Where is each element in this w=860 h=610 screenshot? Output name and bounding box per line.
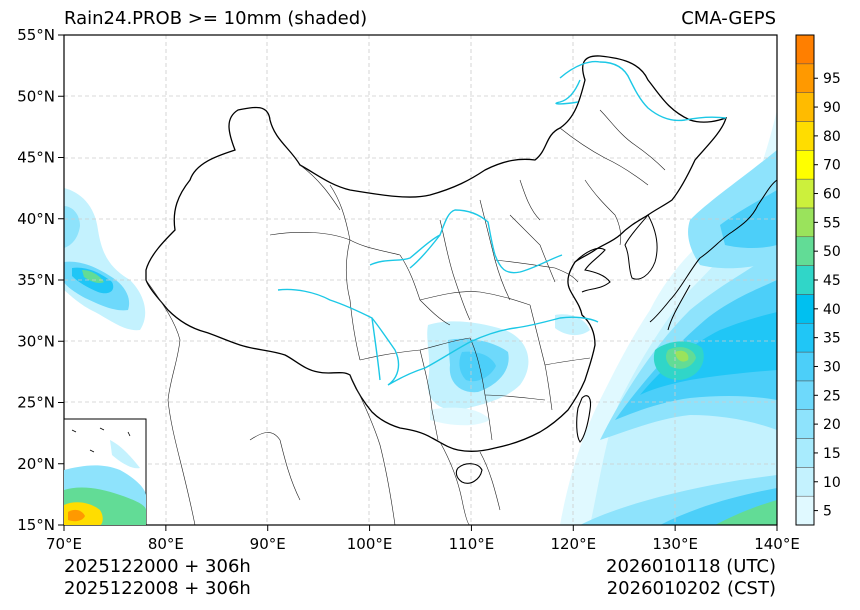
lat-tick-label: 50°N <box>17 87 55 105</box>
colorbar-swatch <box>795 207 815 238</box>
rivers <box>277 60 727 386</box>
taiwan-island <box>576 395 592 443</box>
lat-tick-label: 35°N <box>17 271 55 289</box>
colorbar-label: 95 <box>823 71 841 87</box>
colorbar-label: 90 <box>823 100 841 116</box>
colorbar-frame <box>795 34 815 526</box>
lat-tick-label: 25°N <box>17 394 55 412</box>
lon-tick-label: 110°E <box>449 535 495 553</box>
colorbar-label: 15 <box>823 446 841 462</box>
colorbar-swatch <box>795 150 815 180</box>
lat-tick-label: 55°N <box>17 26 55 44</box>
colorbar-swatch <box>795 322 815 353</box>
colorbar-swatch <box>795 63 815 93</box>
colorbar-swatch <box>795 409 815 439</box>
colorbar-label: 30 <box>823 359 841 375</box>
coastline <box>574 247 611 293</box>
lon-tick-label: 70°E <box>46 535 82 553</box>
hainan-island <box>455 463 483 484</box>
colorbar-swatch <box>795 236 815 266</box>
colorbar-label: 45 <box>823 273 841 289</box>
longitude-axis: 70°E 80°E 90°E 100°E 110°E 120°E 130°E 140°E <box>46 525 800 553</box>
valid-time-cst: 2026010202 (CST) <box>606 578 776 599</box>
colorbar-swatch <box>795 34 815 65</box>
colorbar-label: 10 <box>823 475 841 491</box>
colorbar-label: 55 <box>823 215 841 231</box>
colorbar-label: 70 <box>823 158 841 174</box>
model-name: CMA-GEPS <box>681 8 776 29</box>
init-time-cst: 2025122008 + 306h <box>64 578 251 599</box>
lat-tick-label: 40°N <box>17 210 55 228</box>
colorbar-swatch <box>795 294 815 324</box>
inset-map <box>63 418 147 526</box>
lon-tick-label: 80°E <box>148 535 184 553</box>
colorbar-swatch <box>795 495 815 526</box>
lon-tick-label: 120°E <box>550 535 596 553</box>
colorbar-swatch <box>795 265 815 295</box>
chart-title: Rain24.PROB >= 10mm (shaded) <box>64 8 368 29</box>
colorbar-swatch <box>795 380 815 410</box>
lon-tick-label: 90°E <box>250 535 286 553</box>
colorbar-swatch <box>795 351 815 382</box>
korea-outline <box>624 214 658 280</box>
lon-tick-label: 140°E <box>754 535 800 553</box>
lat-tick-label: 20°N <box>17 455 55 473</box>
colorbar-label: 20 <box>823 417 841 433</box>
colorbar-label: 25 <box>823 388 841 404</box>
colorbar-label: 80 <box>823 129 841 145</box>
colorbar-label: 35 <box>823 331 841 347</box>
lat-tick-label: 30°N <box>17 332 55 350</box>
colorbar-label: 40 <box>823 302 841 318</box>
colorbar-label: 5 <box>823 504 832 520</box>
colorbar-swatch <box>795 467 815 497</box>
japan-outline <box>649 179 777 331</box>
colorbar-swatch <box>795 121 815 151</box>
china-boundary <box>145 55 727 452</box>
init-time-utc: 2025122000 + 306h <box>64 556 251 577</box>
probability-field <box>64 110 777 525</box>
latitude-axis: 55°N 50°N 45°N 40°N 35°N 30°N 25°N 20°N 15°N <box>17 26 64 534</box>
province-boundaries <box>269 109 666 441</box>
lon-tick-label: 130°E <box>652 535 698 553</box>
graticule <box>64 35 777 525</box>
colorbar: 5 10 15 20 25 30 35 40 45 50 55 60 70 80 90 95 <box>795 34 841 526</box>
colorbar-swatch <box>795 92 815 122</box>
valid-time-utc: 2026010118 (UTC) <box>606 556 776 577</box>
lon-tick-label: 100°E <box>347 535 393 553</box>
colorbar-label: 50 <box>823 244 841 260</box>
colorbar-swatch <box>795 178 815 209</box>
lat-tick-label: 45°N <box>17 149 55 167</box>
colorbar-swatch <box>795 438 815 468</box>
colorbar-label: 60 <box>823 187 841 203</box>
southern-neighbors-outline <box>145 279 501 525</box>
lat-tick-label: 15°N <box>17 516 55 534</box>
